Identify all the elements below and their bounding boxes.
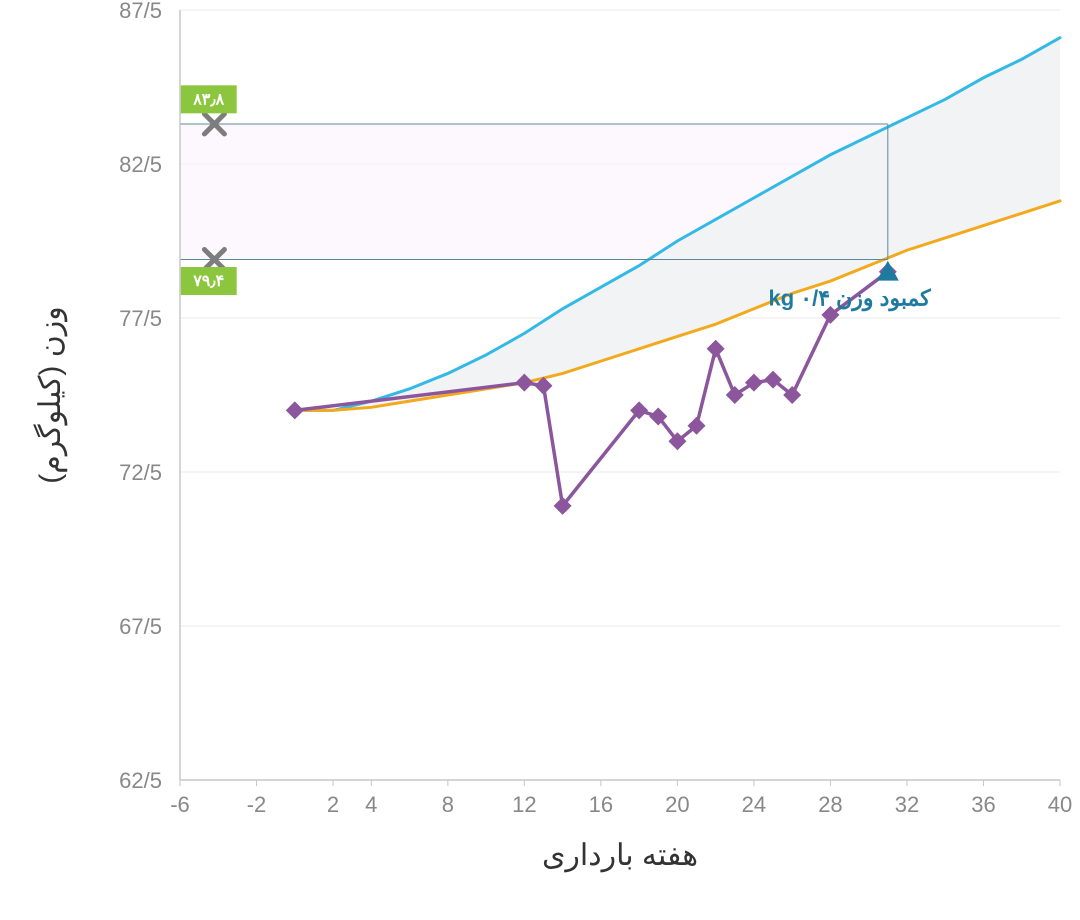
x-tick-label: 20 — [665, 792, 689, 817]
x-tick-label: 24 — [742, 792, 766, 817]
x-tick-label: -6 — [170, 792, 190, 817]
x-tick-label: -2 — [247, 792, 267, 817]
x-tick-label: 2 — [327, 792, 339, 817]
x-tick-label: 4 — [365, 792, 377, 817]
y-tick-label: 72/5 — [119, 460, 162, 485]
deficit-annotation: کمبود وزن ۰/۴ kg — [768, 286, 931, 312]
x-tick-label: 12 — [512, 792, 536, 817]
badge-label: ۸۳٫۸ — [192, 91, 224, 108]
y-tick-label: 62/5 — [119, 768, 162, 793]
x-axis-title: هفته بارداری — [542, 839, 698, 873]
y-tick-label: 67/5 — [119, 614, 162, 639]
y-axis-title: وزن (کیلوگرم) — [33, 306, 68, 484]
y-tick-label: 87/5 — [119, 0, 162, 23]
x-tick-label: 16 — [589, 792, 613, 817]
y-tick-label: 77/5 — [119, 306, 162, 331]
x-tick-label: 28 — [818, 792, 842, 817]
x-tick-label: 36 — [971, 792, 995, 817]
weight-chart: ۸۳٫۸ ۷۹٫۴ کمبود وزن ۰/۴ kg 62/5 67/5 72/5 77/5… — [0, 0, 1080, 920]
chart-svg: ۸۳٫۸ ۷۹٫۴ کمبود وزن ۰/۴ kg 62/5 67/5 72/5 77/5… — [0, 0, 1080, 920]
badge-label: ۷۹٫۴ — [192, 273, 224, 290]
x-tick-label: 8 — [442, 792, 454, 817]
x-tick-label: 40 — [1048, 792, 1072, 817]
y-tick-label: 82/5 — [119, 152, 162, 177]
x-tick-label: 32 — [895, 792, 919, 817]
